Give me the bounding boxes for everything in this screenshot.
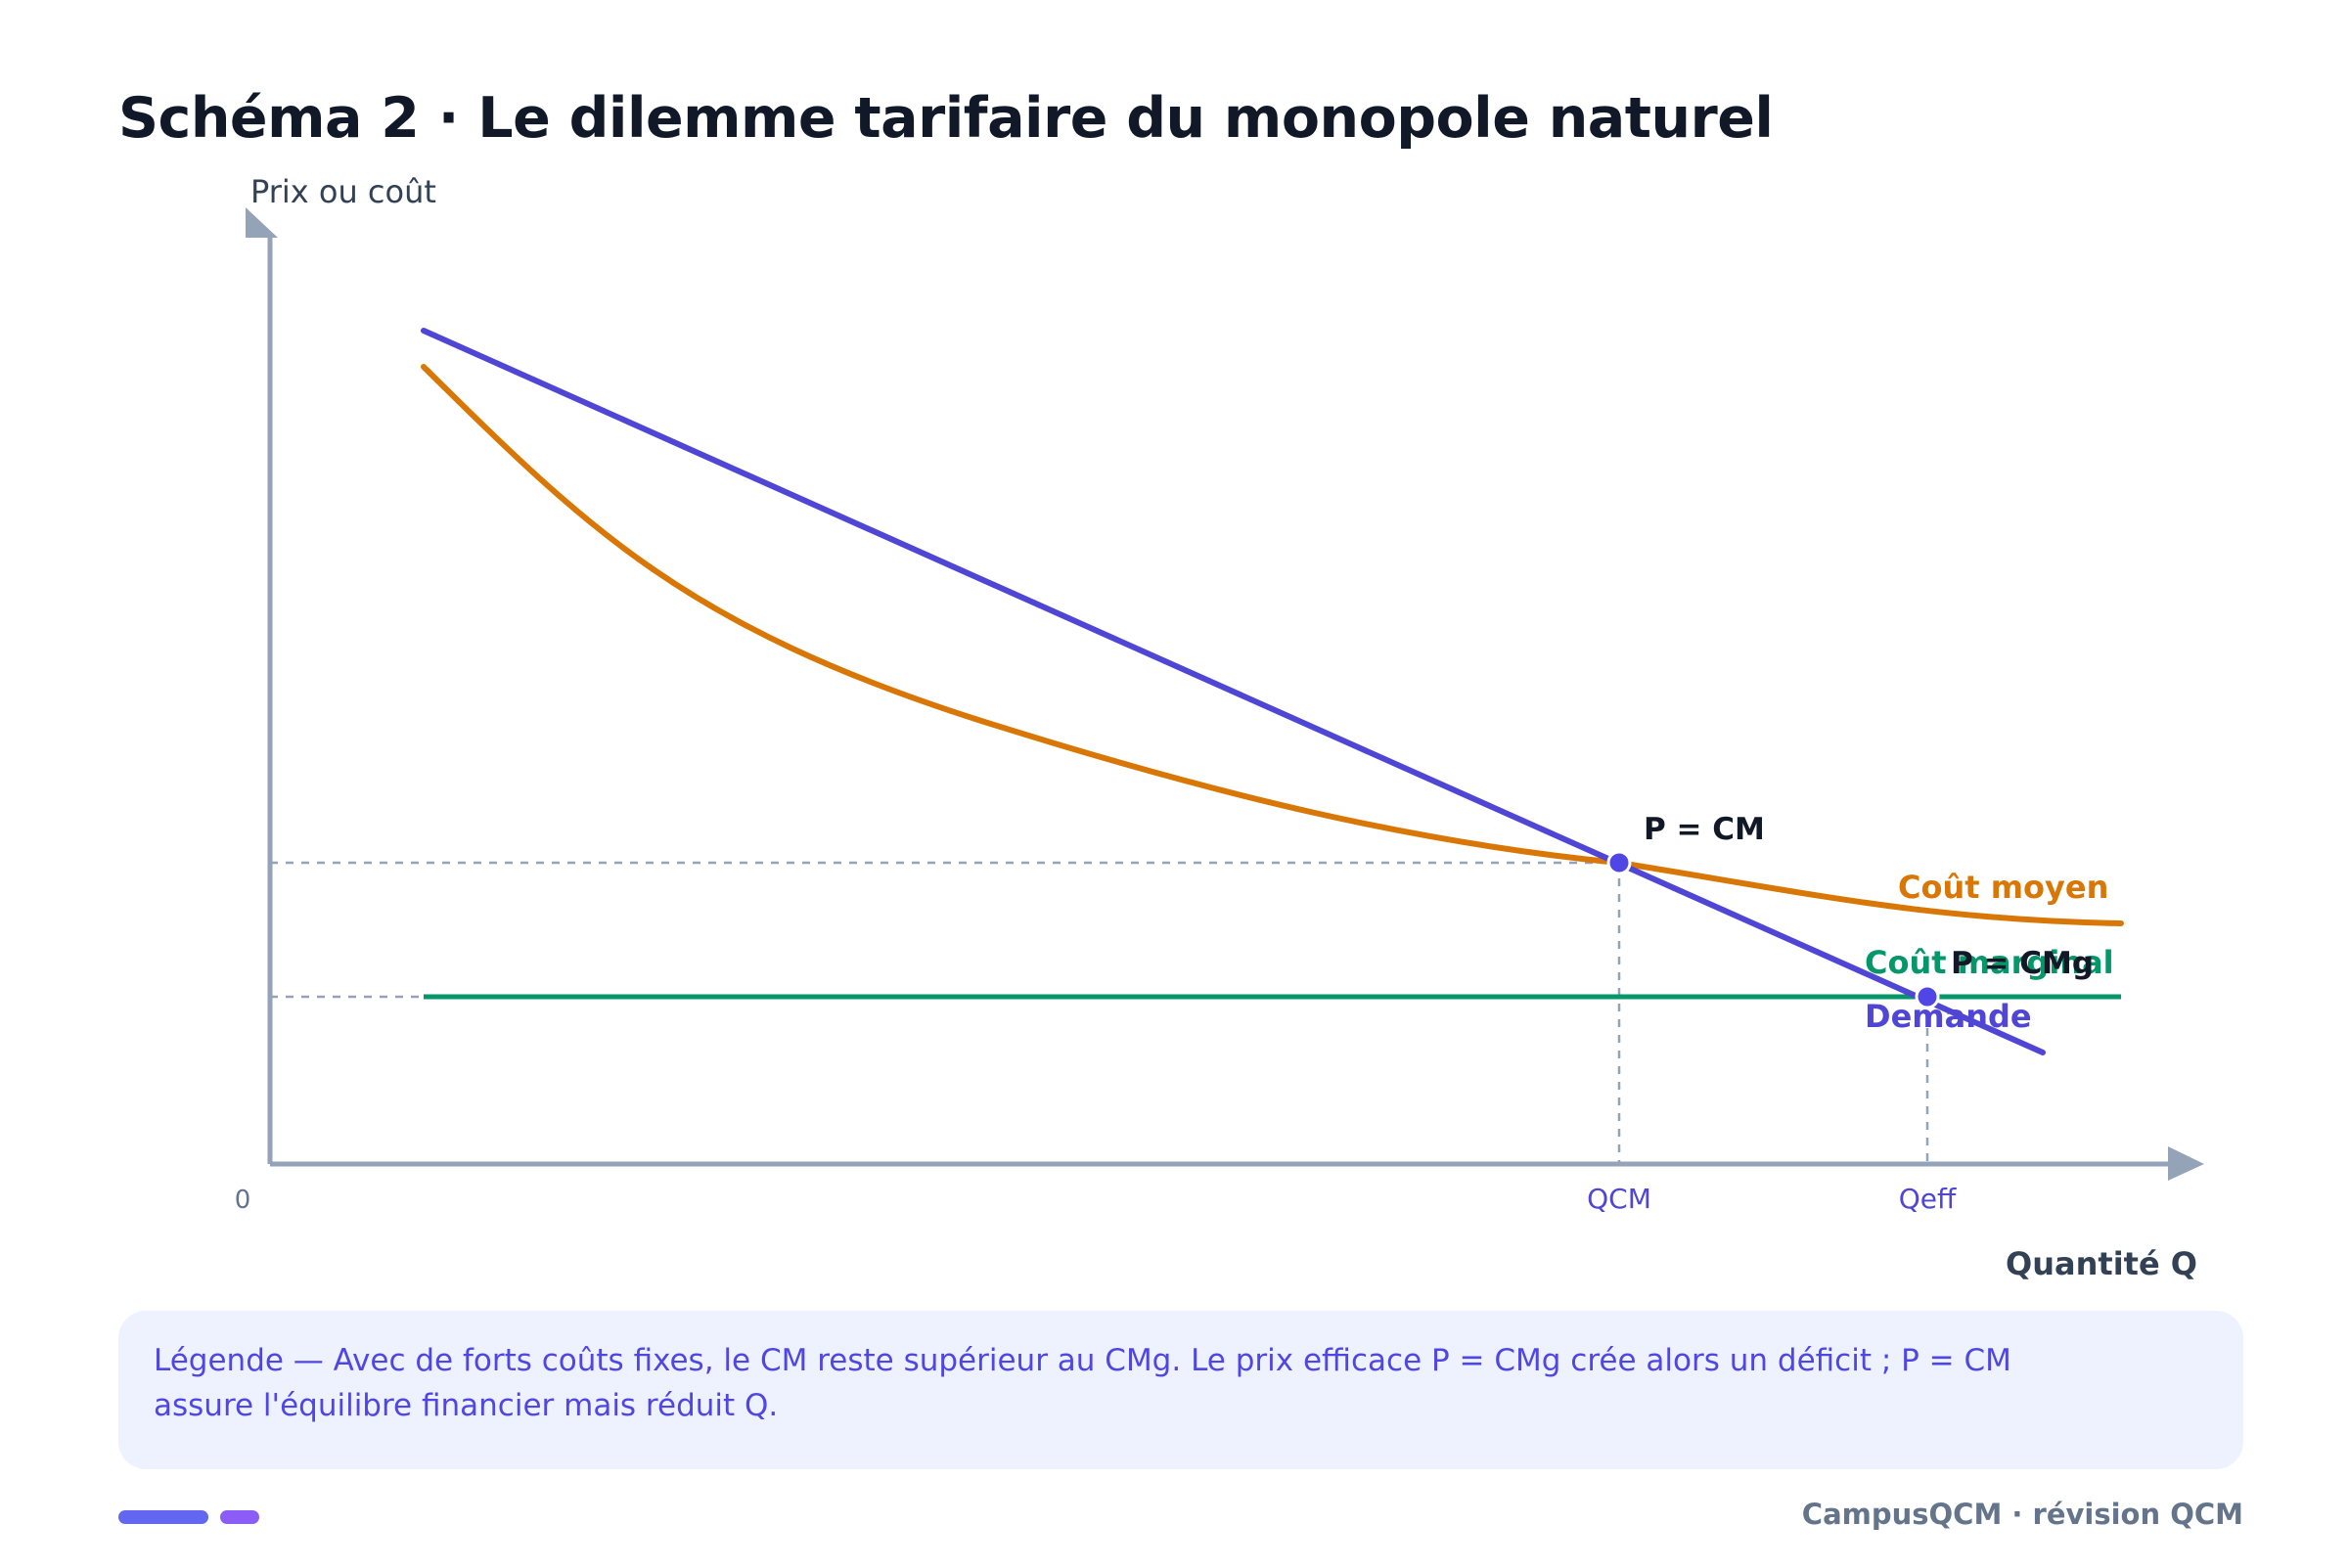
label-p-cm: P = CM [1644,812,1765,847]
origin-label: 0 [235,1186,251,1215]
decor-pill-2 [220,1510,259,1524]
label-p-cmg: P = CMg [1951,946,2094,981]
demand-curve [421,328,2046,1055]
x-axis-arrow [2168,1146,2204,1181]
y-axis-label: Prix ou coût [250,173,436,210]
point-p-cmg [1915,984,1940,1009]
label-marginal-cost: Coût marginal [1865,944,2114,981]
legend-box: Légende — Avec de forts coûts fixes, le … [118,1311,2243,1469]
average-cost-curve [421,364,2124,926]
legend-text: Légende — Avec de forts coûts fixes, le … [154,1343,2011,1423]
point-p-cm [1606,850,1632,875]
decor-pill-1 [118,1510,208,1524]
tick-qcm: QCM [1587,1183,1651,1215]
tick-qeff: Qeff [1899,1183,1957,1215]
x-axis-label: Quantité Q [2006,1245,2197,1282]
footer-credit: CampusQCM · révision QCM [1801,1498,2243,1531]
y-axis-arrow [246,207,278,238]
page-title: Schéma 2 · Le dilemme tarifaire du monop… [118,86,1774,151]
label-average-cost: Coût moyen [1898,869,2108,906]
label-demand: Demande [1865,998,2032,1035]
